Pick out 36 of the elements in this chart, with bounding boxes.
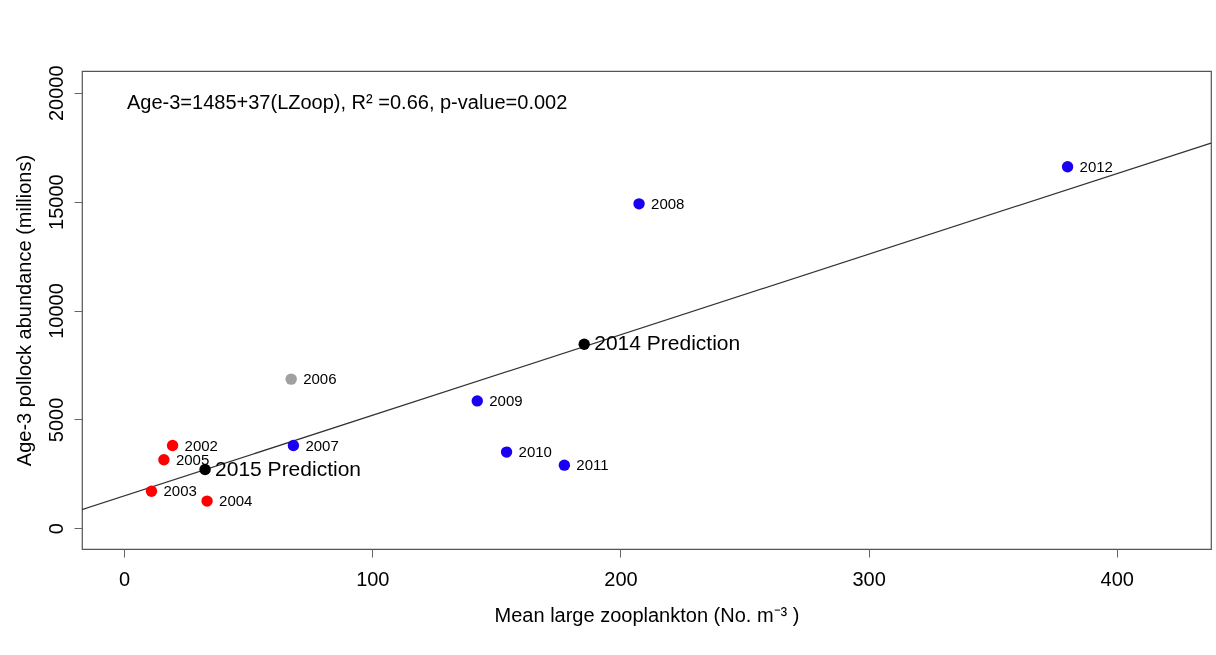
annotation: 2009 [489, 391, 523, 409]
annotation: 2012 [1079, 157, 1113, 175]
annotation: 2007 [305, 436, 339, 454]
point [158, 454, 170, 466]
x-tick-label: 400 [1100, 567, 1134, 590]
annotation: 2003 [163, 482, 197, 500]
y-tick-label: 20000 [44, 65, 67, 122]
y-tick-label: 10000 [44, 283, 67, 339]
x-tick-label: 200 [604, 567, 638, 590]
annotation: 2010 [518, 443, 552, 461]
point [145, 485, 158, 497]
x-axis-title: Mean large zooplankton (No. m⁻³ ) [494, 603, 800, 626]
point [471, 395, 483, 407]
point [201, 495, 213, 507]
x-tick-label: 0 [119, 567, 131, 590]
annotation: 2004 [219, 492, 253, 510]
x-tick-label: 300 [852, 567, 886, 590]
annotation: 2006 [303, 370, 337, 388]
point [1061, 161, 1074, 173]
point [285, 373, 297, 385]
y-tick-label: 5000 [44, 397, 67, 443]
annotation: 2008 [651, 194, 685, 212]
annotation: 2014 Prediction [594, 331, 741, 355]
point [500, 446, 513, 458]
annotation: 2015 Prediction [215, 456, 362, 480]
y-tick-label: 0 [44, 523, 67, 535]
y-tick-label: 15000 [44, 174, 67, 230]
annotation: 2011 [576, 456, 609, 474]
y-axis-title: Age-3 pollock abundance (millions) [12, 154, 35, 467]
point [287, 439, 300, 452]
point [558, 459, 571, 471]
annotation: Age-3=1485+37(LZoop), R² =0.66, p-value=0.002 [127, 91, 568, 113]
point [166, 439, 179, 452]
x-tick-label: 100 [356, 567, 390, 590]
point [578, 338, 590, 350]
point [633, 198, 645, 210]
